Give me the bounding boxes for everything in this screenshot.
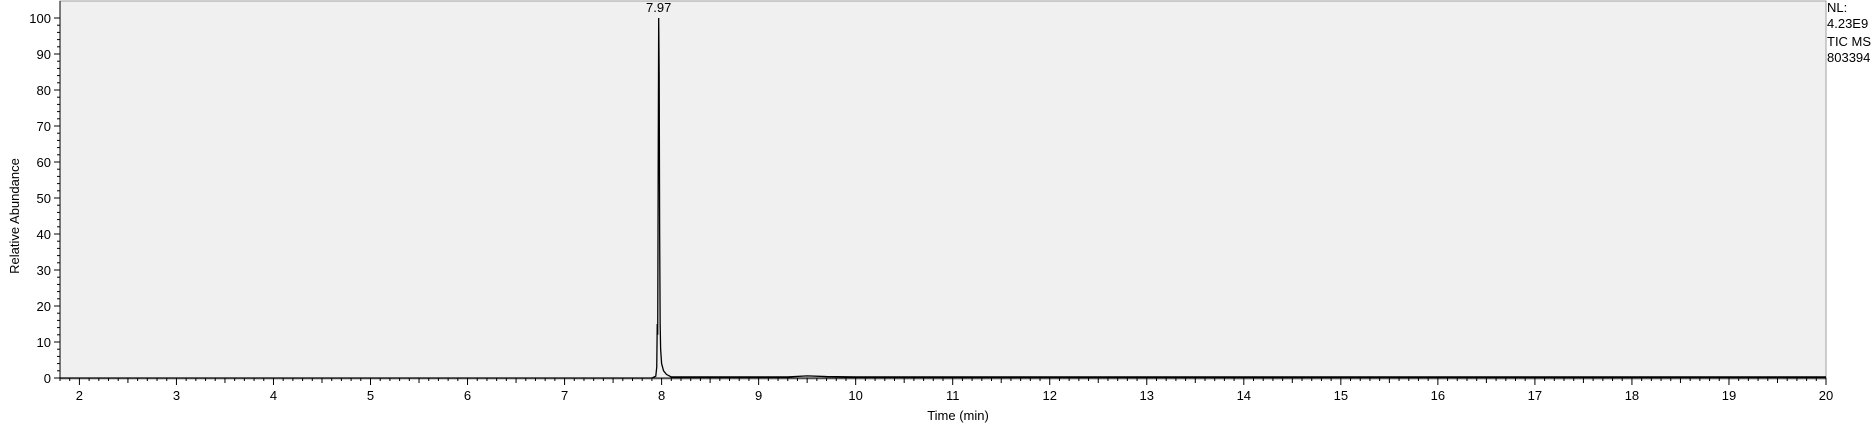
trace-type: TIC MS (1827, 34, 1872, 49)
y-tick-label: 40 (37, 227, 51, 242)
y-tick-label: 80 (37, 83, 51, 98)
x-tick-label: 7 (561, 388, 568, 403)
x-tick-label: 14 (1237, 388, 1251, 403)
y-tick-label: 90 (37, 47, 51, 62)
x-tick-label: 10 (848, 388, 862, 403)
y-tick-label: 30 (37, 263, 51, 278)
y-tick-label: 0 (44, 371, 51, 386)
x-tick-label: 19 (1722, 388, 1736, 403)
x-axis-title: Time (min) (927, 408, 989, 423)
chromatogram-trace (60, 17, 1826, 379)
x-tick-label: 6 (464, 388, 471, 403)
x-tick-label: 20 (1819, 388, 1833, 403)
y-axis: 0 10 20 30 40 50 60 70 80 90 100 (29, 1, 61, 386)
x-tick-label: 3 (173, 388, 180, 403)
y-tick-label: 60 (37, 155, 51, 170)
x-axis: 2 3 4 5 6 7 8 9 10 11 12 13 14 15 16 17 18 19 20 (59, 377, 1833, 403)
y-tick-label: 70 (37, 119, 51, 134)
x-tick-label: 16 (1431, 388, 1445, 403)
peak-label: 7.97 (646, 0, 671, 15)
x-tick-label: 18 (1625, 388, 1639, 403)
x-tick-label: 4 (270, 388, 277, 403)
x-tick-label: 9 (755, 388, 762, 403)
x-tick-label: 2 (76, 388, 83, 403)
x-tick-label: 5 (367, 388, 374, 403)
x-tick-label: 13 (1140, 388, 1154, 403)
y-tick-label: 100 (29, 11, 51, 26)
x-tick-label: 8 (658, 388, 665, 403)
file-name: 803394 (1827, 50, 1871, 65)
nl-label: NL: (1827, 0, 1848, 15)
x-tick-label: 15 (1334, 388, 1348, 403)
y-tick-label: 20 (37, 299, 51, 314)
plot-area (59, 0, 1827, 380)
nl-value: 4.23E9 (1827, 16, 1869, 31)
y-axis-title: Relative Abundance (7, 158, 22, 274)
x-tick-label: 12 (1043, 388, 1057, 403)
x-tick-label: 11 (946, 388, 960, 403)
x-tick-label: 17 (1528, 388, 1542, 403)
y-tick-label: 50 (37, 191, 51, 206)
y-tick-label: 10 (37, 335, 51, 350)
